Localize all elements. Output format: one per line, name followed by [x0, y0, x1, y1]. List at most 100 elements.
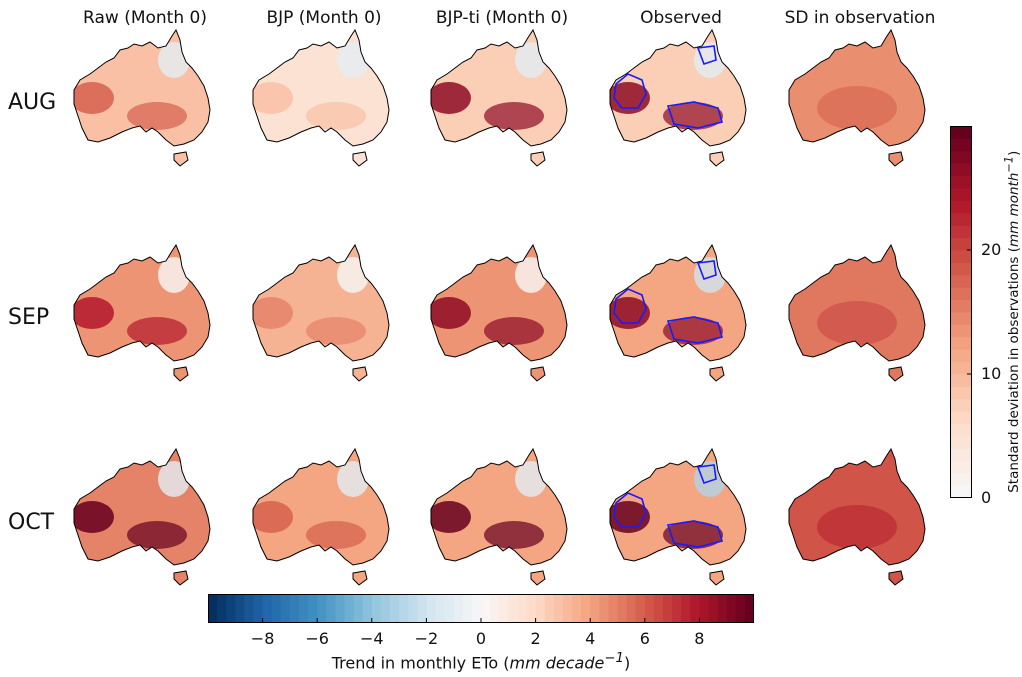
- row-label-sep: SEP: [8, 305, 50, 330]
- colorbar-trend-tick: 4: [585, 629, 596, 648]
- colorbar-trend-step: [453, 594, 464, 623]
- colorbar-sd-step: [950, 460, 972, 474]
- colorbar-trend-step: [672, 594, 682, 623]
- colorbar-sd-label: Standard deviation in observations (mm m…: [1002, 150, 1022, 493]
- colorbar-trend-step: [544, 594, 555, 623]
- colorbar-trend-step: [499, 594, 509, 623]
- colorbar-trend-step: [208, 594, 218, 623]
- colorbar-trend-step: [289, 594, 300, 623]
- colorbar-trend-step: [262, 594, 273, 623]
- column-title-bjp: BJP (Month 0): [266, 8, 382, 28]
- colorbar-trend-step: [617, 594, 628, 623]
- colorbar-trend-step: [462, 594, 473, 623]
- colorbar-sd-step: [950, 287, 972, 301]
- colorbar-sd-step: [950, 336, 972, 350]
- colorbar-trend-step: [644, 594, 655, 623]
- colorbar-trend-step: [581, 594, 591, 623]
- colorbar-trend: [208, 594, 754, 623]
- colorbar-trend-step: [344, 594, 355, 623]
- colorbar-sd-step: [950, 237, 972, 251]
- colorbar-trend-label: Trend in monthly ETo (mm decade−1): [331, 651, 631, 673]
- colorbar-trend-step: [353, 594, 364, 623]
- colorbar-sd-step: [950, 349, 972, 363]
- column-title-observed: Observed: [640, 8, 722, 28]
- colorbar-trend-step: [226, 594, 236, 623]
- colorbar-sd-step: [950, 200, 972, 214]
- colorbar-sd-step: [950, 398, 972, 412]
- column-title-raw: Raw (Month 0): [83, 8, 207, 28]
- colorbar-trend-step: [417, 594, 427, 623]
- colorbar-trend-step: [562, 594, 573, 623]
- map-sep-2: [419, 243, 589, 393]
- colorbar-trend-step: [235, 594, 245, 623]
- column-title-bjp-ti: BJP-ti (Month 0): [435, 8, 569, 28]
- colorbar-sd-step: [950, 312, 972, 325]
- colorbar-sd-step: [950, 299, 972, 313]
- colorbar-trend-step: [699, 594, 709, 623]
- colorbar-trend-step: [326, 594, 336, 623]
- colorbar-trend-step: [371, 594, 382, 623]
- colorbar-trend-tick: 8: [694, 629, 705, 648]
- colorbar-sd-step: [950, 150, 972, 164]
- colorbar-sd-step: [950, 262, 972, 276]
- map-aug-1: [241, 28, 411, 178]
- colorbar-trend-step: [435, 594, 446, 623]
- colorbar-trend-tick: −8: [250, 629, 275, 648]
- colorbar-trend-step: [726, 594, 737, 623]
- colorbar-sd-step: [950, 126, 972, 139]
- map-sep-1: [241, 243, 411, 393]
- colorbar-trend-step: [308, 594, 318, 623]
- map-oct-0: [62, 447, 232, 597]
- colorbar-trend-step: [663, 594, 673, 623]
- row-label-aug: AUG: [8, 90, 57, 115]
- colorbar-sd-step: [950, 175, 972, 189]
- colorbar-sd-step: [950, 436, 972, 449]
- colorbar-trend-step: [253, 594, 264, 623]
- colorbar-trend-step: [590, 594, 600, 623]
- colorbar-sd-step: [950, 212, 972, 226]
- colorbar-trend-tick: −6: [305, 629, 329, 648]
- colorbar-sd-tick: 0: [981, 488, 992, 507]
- map-aug-3: [598, 28, 768, 178]
- colorbar-trend-step: [690, 594, 700, 623]
- colorbar-sd-step: [950, 485, 972, 498]
- map-aug-4: [777, 28, 947, 178]
- colorbar-sd-step: [950, 188, 972, 201]
- map-aug-0: [62, 28, 232, 178]
- map-oct-4: [777, 447, 947, 597]
- colorbar-trend-step: [299, 594, 309, 623]
- colorbar-trend-step: [735, 594, 746, 623]
- colorbar-trend-tick: −2: [414, 629, 439, 648]
- colorbar-trend-step: [553, 594, 564, 623]
- map-oct-1: [241, 447, 411, 597]
- colorbar-sd-step: [950, 473, 972, 487]
- colorbar-trend-step: [408, 594, 418, 623]
- colorbar-trend-step: [426, 594, 436, 623]
- colorbar-trend-step: [517, 594, 527, 623]
- map-sep-0: [62, 243, 232, 393]
- colorbar-trend-step: [335, 594, 345, 623]
- colorbar-trend-step: [217, 594, 227, 623]
- colorbar-trend-tick: 6: [639, 629, 650, 648]
- colorbar-trend-step: [362, 594, 373, 623]
- row-label-oct: OCT: [8, 510, 55, 535]
- colorbar-sd-step: [950, 138, 972, 152]
- colorbar-sd-step: [950, 324, 972, 338]
- colorbar-trend-step: [399, 594, 409, 623]
- map-sep-3: [598, 243, 768, 393]
- colorbar-trend-step: [481, 594, 491, 623]
- colorbar-trend-step: [653, 594, 664, 623]
- colorbar-trend-step: [608, 594, 618, 623]
- colorbar-sd-step: [950, 411, 972, 425]
- colorbar-trend-step: [708, 594, 719, 623]
- colorbar-sd-step: [950, 448, 972, 462]
- colorbar-trend-step: [626, 594, 637, 623]
- colorbar-sd-step: [950, 250, 972, 263]
- colorbar-sd-step: [950, 163, 972, 177]
- colorbar-trend-step: [280, 594, 291, 623]
- colorbar-sd-step: [950, 274, 972, 288]
- colorbar-trend-step: [599, 594, 609, 623]
- colorbar-trend-step: [526, 594, 537, 623]
- map-oct-2: [419, 447, 589, 597]
- colorbar-trend-step: [471, 594, 482, 623]
